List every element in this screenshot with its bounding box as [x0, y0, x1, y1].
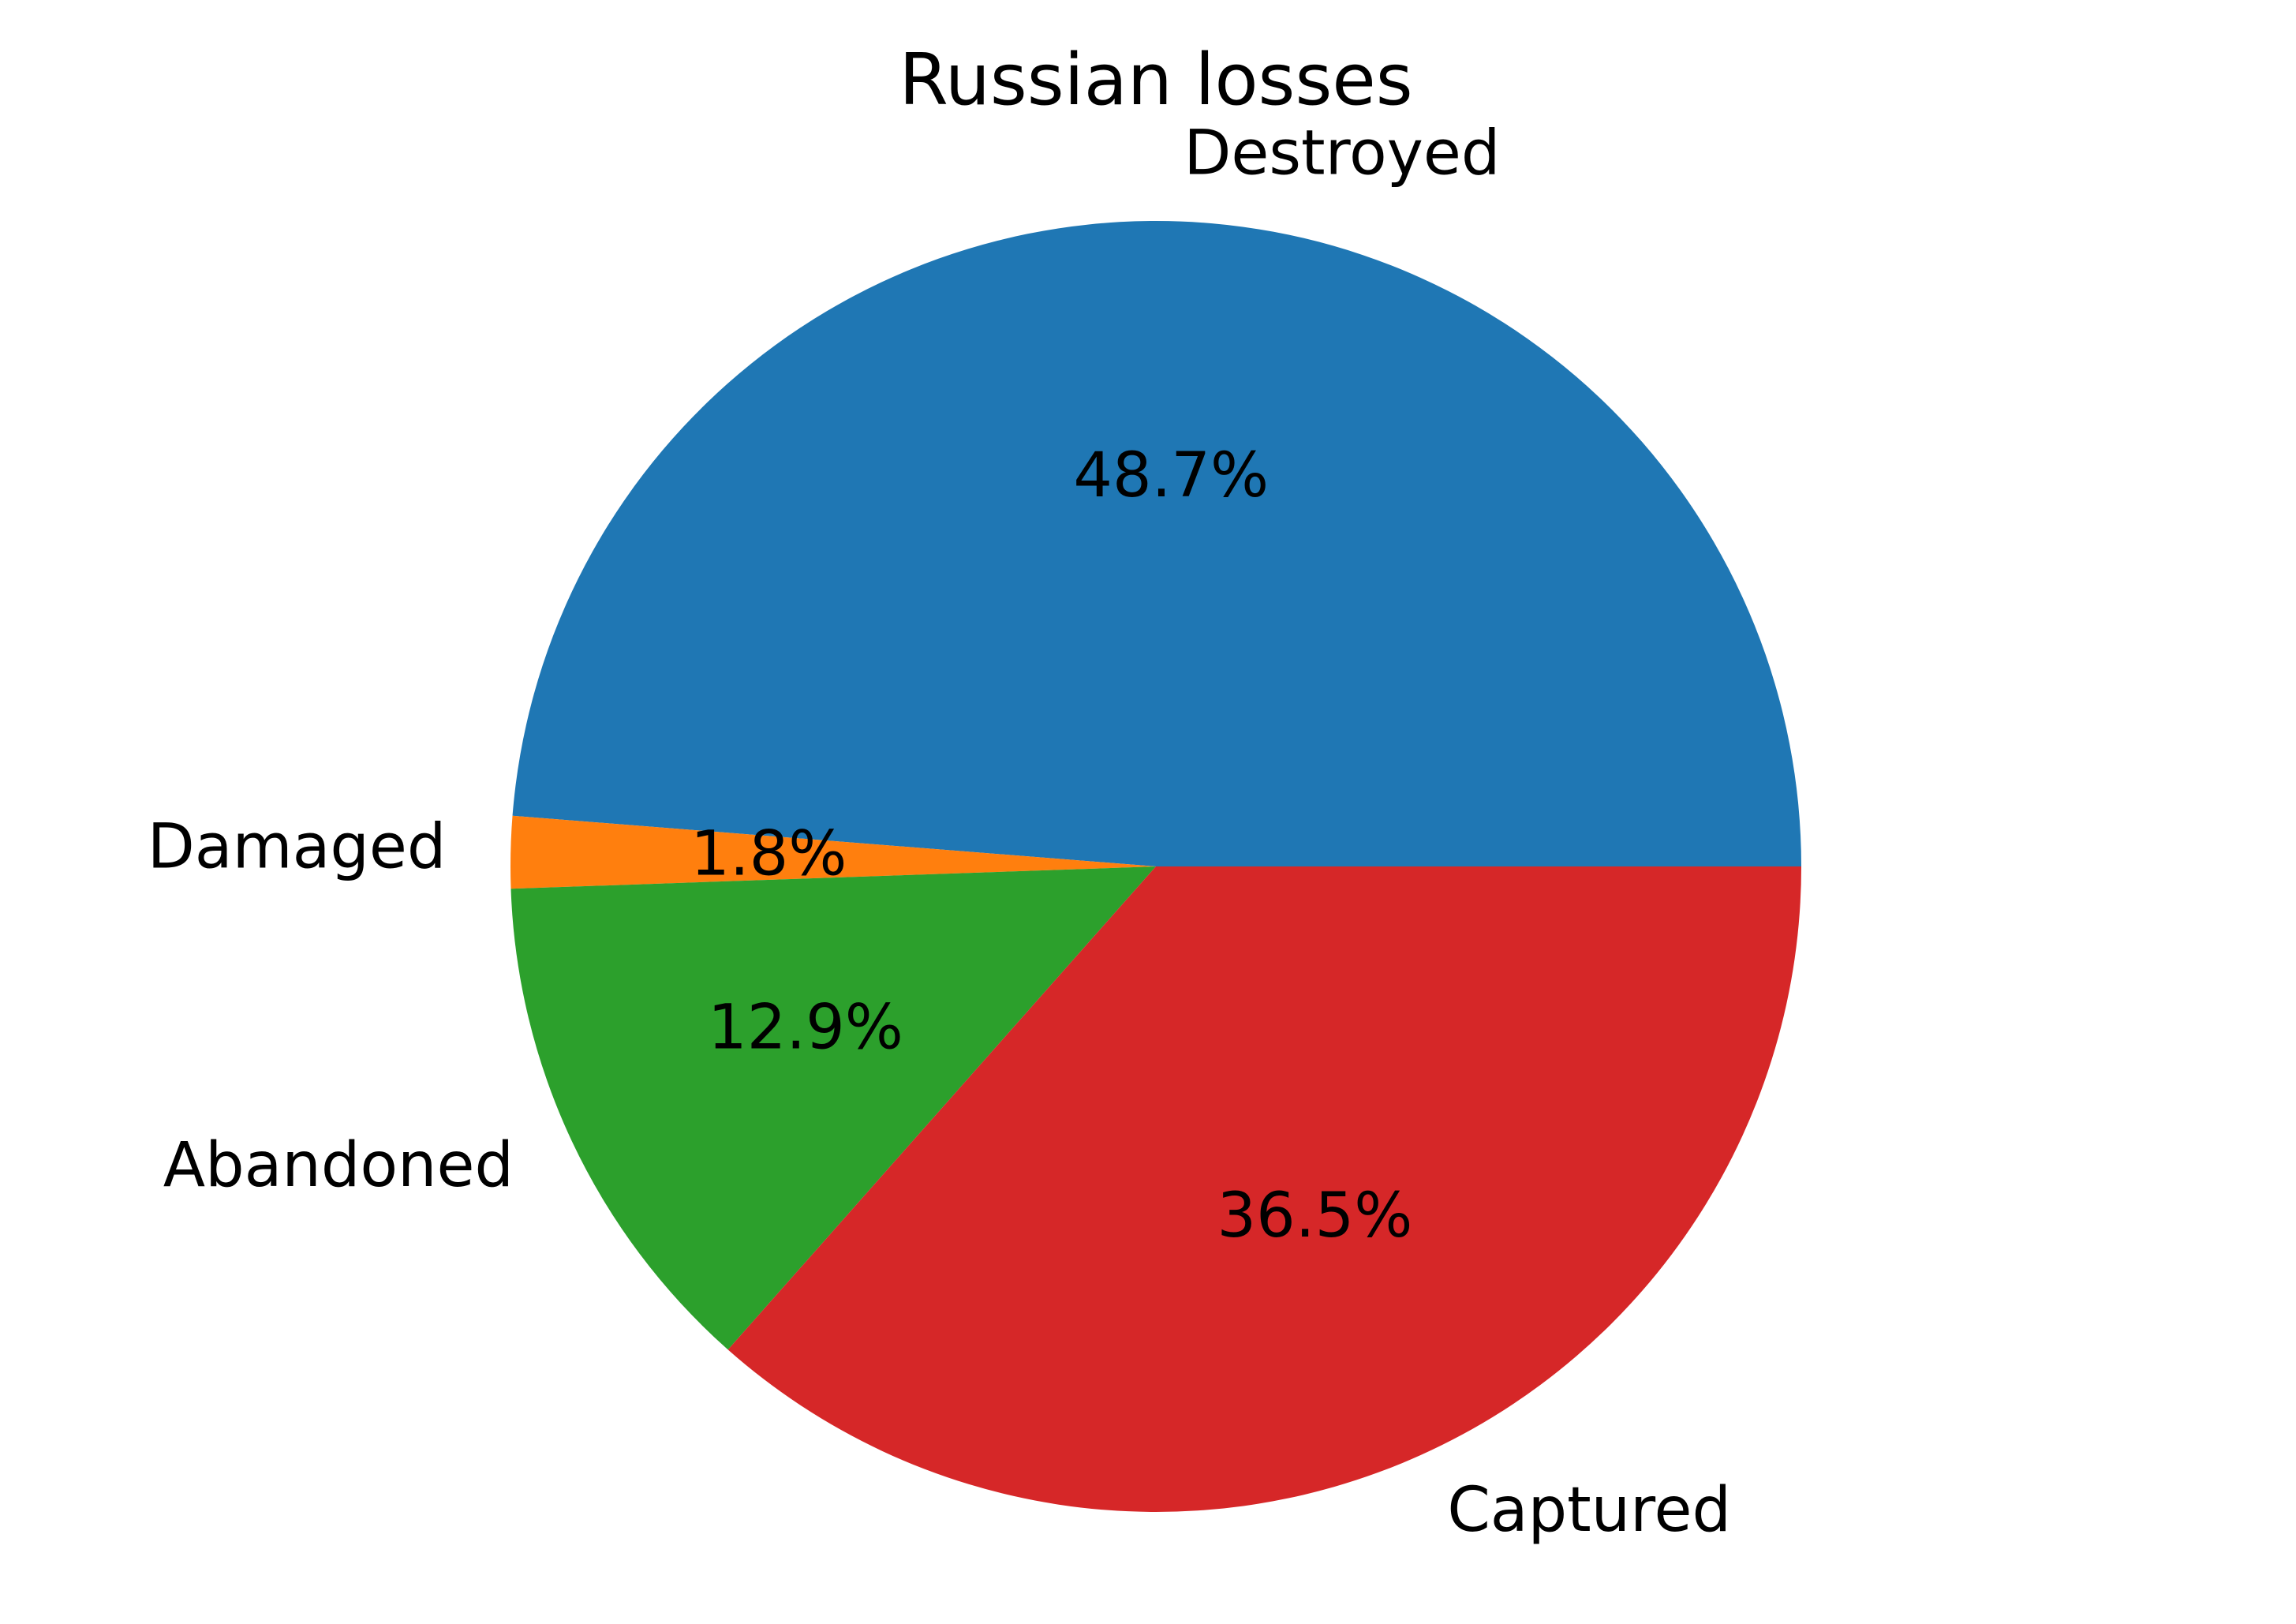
slice-label-abandoned: Abandoned: [163, 1130, 514, 1201]
pie-slice-damaged: [510, 815, 1156, 889]
slice-label-damaged: Damaged: [148, 812, 447, 883]
pie-slice-abandoned: [510, 866, 1156, 1350]
slice-label-captured: Captured: [1447, 1475, 1731, 1546]
slice-pct-destroyed: 48.7%: [1073, 440, 1269, 511]
slice-pct-damaged: 1.8%: [690, 819, 847, 890]
pie-slice-destroyed: [512, 220, 1802, 867]
slice-pct-abandoned: 12.9%: [708, 993, 903, 1064]
pie-slice-captured: [727, 866, 1802, 1513]
pie-slices: [510, 220, 1802, 1513]
pie-labels: Destroyed 48.7% Damaged 1.8% Abandoned 12.9% C…: [148, 118, 1731, 1546]
chart-title: Russian losses: [899, 39, 1412, 122]
slice-pct-captured: 36.5%: [1217, 1181, 1413, 1252]
slice-label-destroyed: Destroyed: [1184, 118, 1500, 189]
